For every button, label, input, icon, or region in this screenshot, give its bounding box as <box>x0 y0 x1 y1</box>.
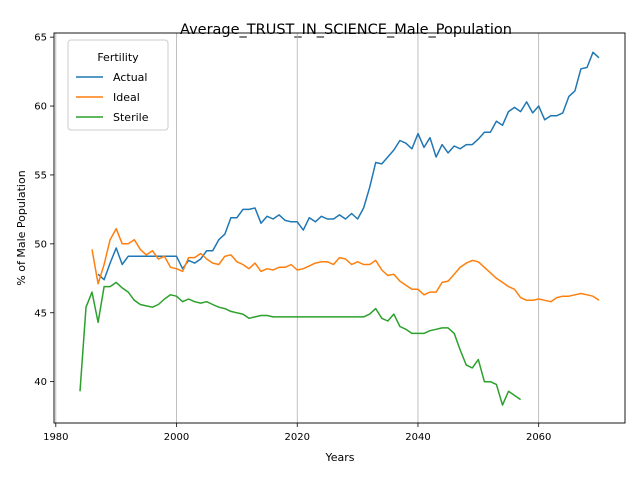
y-axis-label: % of Male Population <box>15 170 28 285</box>
legend-title: Fertility <box>97 51 139 64</box>
legend-label-actual: Actual <box>113 71 147 84</box>
y-tick-label: 55 <box>34 170 47 181</box>
plot-area-frame <box>53 32 626 424</box>
x-tick-label: 2000 <box>164 432 189 443</box>
y-tick-label: 50 <box>34 239 47 250</box>
series-line-sterile <box>79 281 522 406</box>
y-tick-label: 45 <box>34 308 47 319</box>
x-tick-label: 1980 <box>43 432 68 443</box>
y-tick-label: 60 <box>34 102 47 113</box>
series-line-ideal <box>91 227 600 303</box>
y-tick-label: 40 <box>34 377 47 388</box>
legend-label-sterile: Sterile <box>113 111 149 124</box>
chart-title: Average_TRUST_IN_SCIENCE_Male_Population <box>180 22 512 38</box>
legend-label-ideal: Ideal <box>113 91 140 104</box>
y-tick-label: 65 <box>34 33 47 44</box>
x-tick-label: 2060 <box>526 432 551 443</box>
x-gridlines <box>55 33 540 423</box>
x-axis-label: Years <box>324 451 354 464</box>
x-tick-label: 2020 <box>285 432 310 443</box>
series-line-actual <box>97 51 600 281</box>
x-tick-label: 2040 <box>405 432 430 443</box>
y-axis-ticks: 40 45 50 55 60 65 <box>34 33 54 388</box>
x-axis-ticks: 1980 2000 2020 2040 2060 <box>43 423 551 443</box>
legend: Fertility Actual Ideal Sterile <box>67 39 169 131</box>
legend-entries: Actual Ideal Sterile <box>76 71 149 124</box>
legend-box <box>67 39 169 131</box>
series-lines <box>79 51 600 406</box>
